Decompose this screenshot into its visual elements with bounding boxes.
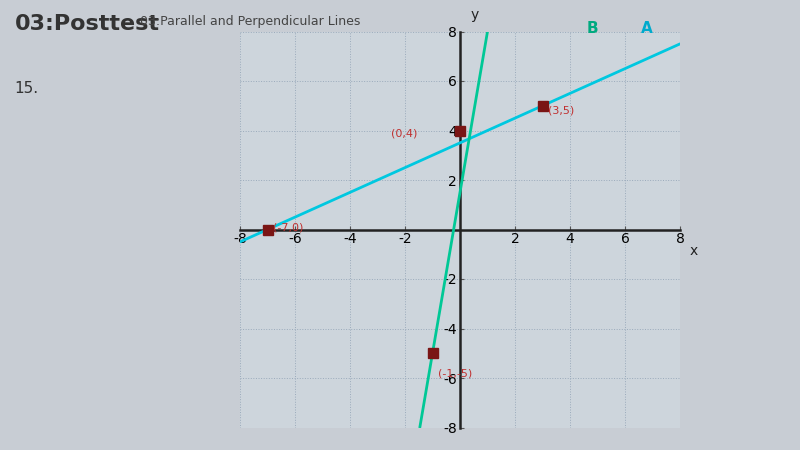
Text: y: y: [471, 8, 479, 22]
Text: A: A: [641, 22, 653, 36]
Text: 03:Parallel and Perpendicular Lines: 03:Parallel and Perpendicular Lines: [140, 15, 360, 28]
Text: (0,4): (0,4): [391, 128, 418, 138]
Text: x: x: [690, 244, 698, 258]
Text: (3,5): (3,5): [548, 106, 574, 116]
Text: (-7,0): (-7,0): [273, 222, 303, 232]
Text: B: B: [586, 22, 598, 36]
Text: 03:Posttest: 03:Posttest: [14, 14, 159, 33]
Text: (-1,-5): (-1,-5): [438, 368, 472, 378]
Text: 15.: 15.: [14, 81, 38, 96]
